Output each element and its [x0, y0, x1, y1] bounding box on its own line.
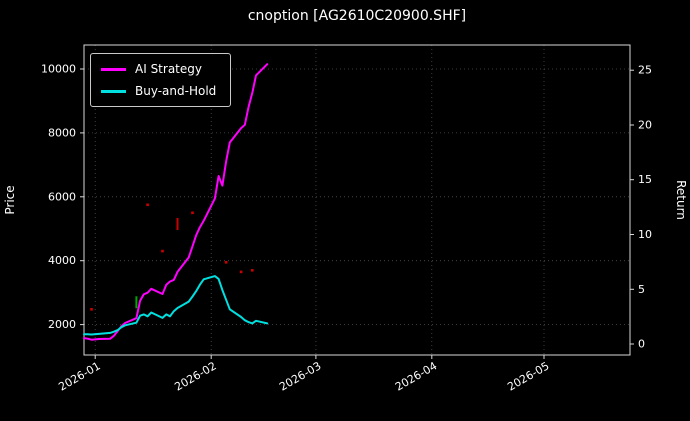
- series-line-ai-strategy: [83, 63, 269, 341]
- y-tick-label-left: 2000: [48, 318, 76, 331]
- sell-signal-marker: [191, 211, 194, 215]
- chart-title: cnoption [AG2610C20900.SHF]: [247, 8, 467, 24]
- legend-item-buy-and-hold: Buy-and-Hold: [101, 84, 216, 98]
- sell-signal-marker: [239, 270, 243, 274]
- buy-and-hold-line-swatch: [101, 89, 126, 93]
- x-tick-label: 2026-02: [172, 359, 218, 393]
- sell-signal-marker: [251, 269, 254, 272]
- legend-label-ai-strategy: AI Strategy: [135, 62, 202, 76]
- sell-signal-marker: [90, 308, 93, 311]
- sell-signal-marker: [176, 218, 179, 230]
- y-tick-label-right: 25: [638, 64, 652, 77]
- legend-label-buy-and-hold: Buy-and-Hold: [135, 84, 217, 98]
- y-tick-label-left: 10000: [41, 63, 76, 76]
- y-axis-label-right: Return: [674, 180, 688, 220]
- y-tick-label-right: 0: [638, 338, 645, 351]
- buy-signal-marker: [135, 296, 138, 309]
- y-tick-label-left: 8000: [48, 126, 76, 139]
- ai-strategy-line-swatch: [101, 67, 126, 71]
- x-tick-label: 2026-04: [393, 359, 439, 393]
- y-axis-label-left: Price: [3, 185, 17, 214]
- x-tick-label: 2026-05: [505, 359, 551, 393]
- series-line-buy-and-hold: [83, 275, 269, 336]
- y-tick-label-right: 20: [638, 119, 652, 132]
- sell-signal-marker: [224, 261, 228, 264]
- y-tick-label-left: 6000: [48, 190, 76, 203]
- y-tick-label-right: 10: [638, 228, 652, 241]
- x-tick-label: 2026-03: [277, 359, 323, 393]
- y-tick-label-right: 5: [638, 283, 645, 296]
- x-tick-label: 2026-01: [56, 359, 102, 393]
- legend-item-ai-strategy: AI Strategy: [101, 62, 216, 76]
- y-tick-label-right: 15: [638, 173, 652, 186]
- y-tick-label-left: 4000: [48, 254, 76, 267]
- legend: AI Strategy Buy-and-Hold: [90, 53, 232, 107]
- plot-border: [83, 44, 631, 356]
- sell-signal-marker: [161, 249, 164, 253]
- sell-signal-marker: [146, 203, 149, 207]
